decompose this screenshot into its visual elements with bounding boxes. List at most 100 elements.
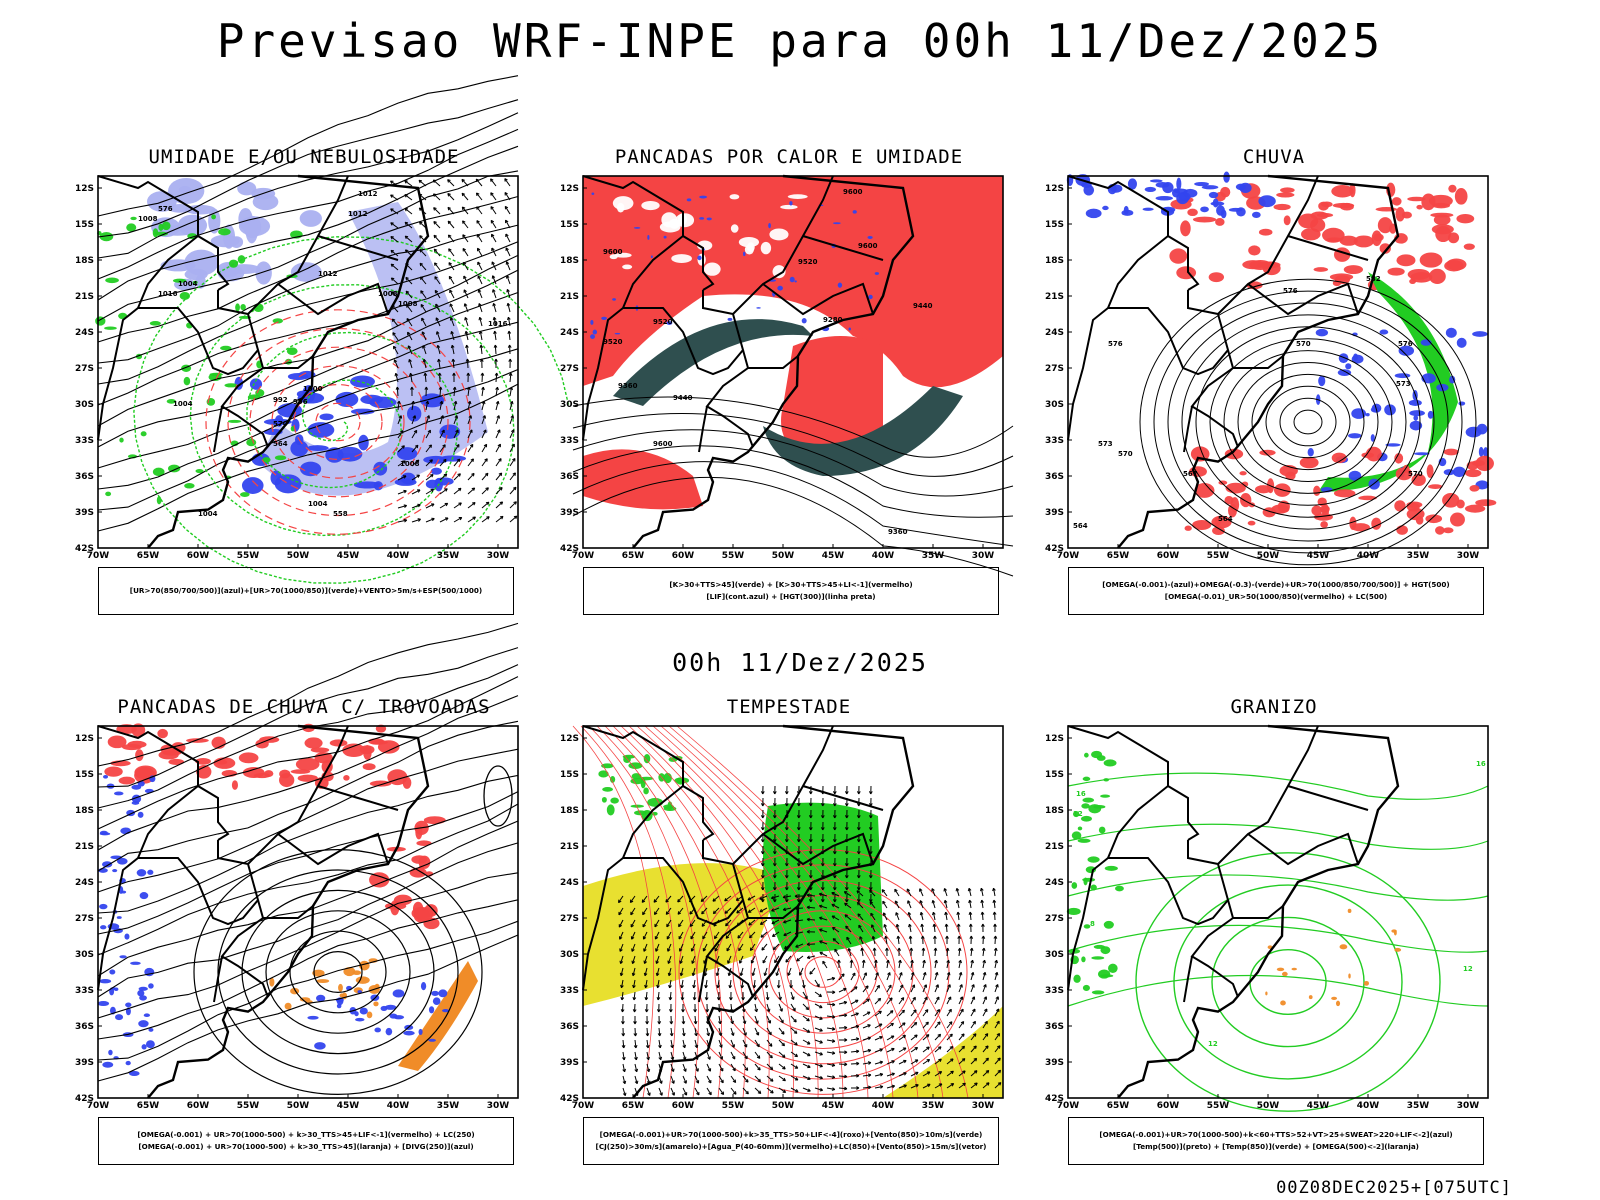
rain-area [1442, 492, 1460, 508]
wind-vector [808, 803, 813, 807]
latitude-label: 18S [560, 256, 579, 266]
wind-vector [796, 827, 801, 831]
wind-vector [495, 472, 503, 481]
wind-vector [831, 915, 840, 921]
latitude-label: 24S [560, 328, 579, 338]
wind-vector [641, 899, 646, 903]
rain-area [1339, 235, 1358, 246]
wind-vector [693, 979, 696, 988]
wind-vector [717, 979, 720, 988]
humidity-low [240, 303, 246, 311]
wind-vector [937, 1046, 942, 1050]
wind-vector [922, 1021, 929, 1029]
temp850-contour [1173, 884, 1403, 1080]
lifted-index [852, 210, 857, 214]
wind-vector [910, 1084, 919, 1089]
wind-vector [919, 888, 923, 892]
wind-vector [751, 972, 756, 977]
wind-vector [772, 946, 777, 951]
divergence-area [148, 983, 154, 989]
wind-vector [677, 907, 684, 915]
wind-vector [934, 996, 940, 1005]
wind-vector [922, 960, 925, 969]
wind-vector [435, 317, 439, 321]
wind-vector [452, 372, 456, 376]
wind-vector [481, 429, 487, 439]
lifted-index [789, 276, 795, 283]
wind-vector [425, 474, 434, 481]
wind-vector [945, 935, 949, 939]
wind-vector [689, 919, 696, 927]
wind-vector [760, 827, 765, 831]
wind-vector [454, 415, 459, 419]
wind-vector [889, 1010, 894, 1014]
wind-vector [491, 261, 497, 271]
humidity-mid [184, 204, 216, 215]
wind-vector [868, 827, 873, 831]
lifted-index [874, 272, 880, 275]
wind-vector [770, 1090, 774, 1094]
wind-vector [394, 372, 399, 377]
wind-vector [802, 991, 808, 1000]
wind-vector [922, 996, 928, 1005]
wind-vector [429, 459, 433, 463]
omega-area [1427, 410, 1434, 419]
wind-vector [915, 1084, 919, 1088]
wind-vector [948, 1021, 953, 1025]
wind-vector [981, 900, 984, 909]
temp850-contour [1073, 974, 1081, 983]
latitude-label: 24S [75, 328, 94, 338]
wind-vector [799, 967, 804, 976]
wind-vector [850, 1050, 860, 1053]
thunderstorm-area [413, 910, 430, 923]
wind-vector [856, 887, 861, 891]
wind-vector [820, 899, 825, 903]
wind-vector [986, 1082, 990, 1086]
wind-vector [397, 475, 407, 481]
streamline-ring [217, 869, 459, 1075]
wind-vector [404, 194, 413, 201]
omega-area [1456, 337, 1467, 348]
wind-vector [422, 345, 427, 355]
wind-vector [706, 1032, 711, 1037]
wind-vector [958, 947, 961, 957]
wind-vector [982, 984, 987, 993]
wind-vector [898, 997, 905, 1005]
wind-vector [872, 947, 877, 951]
wind-vector [980, 887, 984, 892]
wind-vector [922, 972, 926, 981]
contour-label: 1008 [398, 300, 418, 308]
wind-vector [668, 967, 672, 976]
wind-vector [680, 967, 684, 976]
wind-vector [689, 911, 693, 915]
wind-vector [838, 1014, 848, 1017]
wind-vector [718, 1087, 724, 1095]
contour-label: 9600 [858, 242, 878, 250]
wind-vector [826, 1051, 835, 1054]
wind-vector [936, 1008, 941, 1013]
wind-vector [819, 940, 823, 944]
omega-area [1409, 420, 1423, 431]
divergence-area [112, 869, 118, 873]
wind-vector [499, 486, 503, 491]
wind-vector [782, 907, 787, 912]
panel-legend: [K>30+TTS>45](verde) + [K>30+TTS>45+LI<-… [583, 567, 999, 615]
country-border [622, 235, 684, 309]
thunderstorm-area [402, 776, 412, 789]
wind-vector [464, 317, 468, 321]
wind-vector [806, 1029, 811, 1033]
contour-label: 1012 [318, 270, 338, 278]
wind-vector [477, 289, 482, 293]
wind-vector [924, 1009, 929, 1013]
wind-vector [484, 458, 488, 462]
latitude-label: 36S [75, 1022, 94, 1032]
wind-vector [752, 984, 757, 989]
wind-vector [505, 247, 509, 251]
temp850-contour [1103, 778, 1110, 782]
wind-vector [982, 971, 987, 976]
wind-vector [877, 997, 882, 1002]
wind-vector [886, 1085, 895, 1089]
wind-vector [994, 935, 997, 945]
wind-vector [982, 1070, 990, 1077]
wind-streamline [97, 224, 519, 364]
